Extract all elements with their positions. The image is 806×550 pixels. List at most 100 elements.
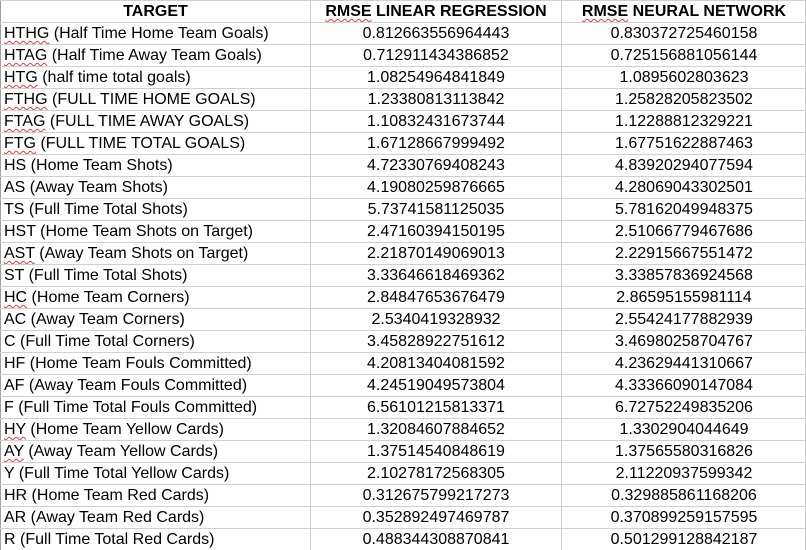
target-abbreviation: AY: [4, 443, 24, 460]
rmse-linear-regression-cell[interactable]: 3.33646618469362: [310, 264, 562, 287]
header-target[interactable]: TARGET: [0, 0, 311, 23]
target-cell[interactable]: HF (Home Team Fouls Committed): [0, 352, 311, 375]
target-abbreviation: AC: [4, 311, 27, 328]
rmse-linear-regression-cell[interactable]: 0.312675799217273: [310, 484, 562, 507]
rmse-linear-regression-cell[interactable]: 1.10832431673744: [310, 110, 562, 133]
target-abbreviation: HC: [4, 289, 28, 306]
rmse-linear-regression-cell[interactable]: 0.712911434386852: [310, 44, 562, 67]
rmse-linear-regression-cell[interactable]: 4.72330769408243: [310, 154, 562, 177]
rmse-linear-regression-cell[interactable]: 2.10278172568305: [310, 462, 562, 485]
target-cell[interactable]: HC (Home Team Corners): [0, 286, 311, 309]
rmse-neural-network-cell[interactable]: 0.370899259157595: [561, 506, 806, 529]
rmse-neural-network-cell[interactable]: 1.12288812329221: [561, 110, 806, 133]
rmse-neural-network-cell[interactable]: 3.46980258704767: [561, 330, 806, 353]
target-cell[interactable]: AST (Away Team Shots on Target): [0, 242, 311, 265]
target-cell[interactable]: AY (Away Team Yellow Cards): [0, 440, 311, 463]
header-rmse-neural-network[interactable]: RMSE NEURAL NETWORK: [561, 0, 806, 23]
header-rmse-linear-regression[interactable]: RMSE LINEAR REGRESSION: [310, 0, 562, 23]
rmse-linear-regression-cell[interactable]: 0.352892497469787: [310, 506, 562, 529]
target-description: (Full Time Total Shots): [24, 201, 188, 218]
rmse-linear-regression-cell[interactable]: 1.32084607884652: [310, 418, 562, 441]
rmse-linear-regression-cell[interactable]: 2.21870149069013: [310, 242, 562, 265]
rmse-neural-network-cell[interactable]: 2.86595155981114: [561, 286, 806, 309]
rmse-linear-regression-cell[interactable]: 1.67128667999492: [310, 132, 562, 155]
target-description: (Full Time Total Fouls Committed): [13, 399, 258, 416]
target-cell[interactable]: FTAG (FULL TIME AWAY GOALS): [0, 110, 311, 133]
target-abbreviation: AS: [4, 179, 26, 196]
rmse-neural-network-cell[interactable]: 4.83920294077594: [561, 154, 806, 177]
rmse-linear-regression-cell[interactable]: 2.5340419328932: [310, 308, 562, 331]
target-description: (half time total goals): [37, 69, 191, 86]
target-cell[interactable]: HTG (half time total goals): [0, 66, 311, 89]
target-cell[interactable]: FTG (FULL TIME TOTAL GOALS): [0, 132, 311, 155]
rmse-linear-regression-cell[interactable]: 3.45828922751612: [310, 330, 562, 353]
target-cell[interactable]: R (Full Time Total Red Cards): [0, 528, 311, 550]
table-row: R (Full Time Total Red Cards) 0.48834430…: [0, 528, 806, 550]
table-row: HC (Home Team Corners) 2.84847653676479 …: [0, 286, 806, 309]
rmse-linear-regression-cell[interactable]: 1.23380813113842: [310, 88, 562, 111]
rmse-neural-network-cell[interactable]: 4.33366090147084: [561, 374, 806, 397]
rmse-linear-regression-cell[interactable]: 0.488344308870841: [310, 528, 562, 550]
rmse-linear-regression-cell[interactable]: 2.47160394150195: [310, 220, 562, 243]
table-row: TS (Full Time Total Shots) 5.73741581125…: [0, 198, 806, 221]
rmse-neural-network-cell[interactable]: 1.0895602803623: [561, 66, 806, 89]
target-abbreviation: FTG: [4, 135, 36, 152]
rmse-neural-network-cell[interactable]: 0.501299128842187: [561, 528, 806, 550]
rmse-neural-network-cell[interactable]: 1.37565580316826: [561, 440, 806, 463]
rmse-neural-network-cell[interactable]: 2.55424177882939: [561, 308, 806, 331]
rmse-linear-regression-cell[interactable]: 1.37514540848619: [310, 440, 562, 463]
target-cell[interactable]: HS (Home Team Shots): [0, 154, 311, 177]
rmse-neural-network-cell[interactable]: 1.25828205823502: [561, 88, 806, 111]
rmse-linear-regression-cell[interactable]: 2.84847653676479: [310, 286, 562, 309]
rmse-neural-network-cell[interactable]: 4.28069043302501: [561, 176, 806, 199]
rmse-linear-regression-cell[interactable]: 1.08254964841849: [310, 66, 562, 89]
target-cell[interactable]: F (Full Time Total Fouls Committed): [0, 396, 311, 419]
rmse-linear-regression-cell[interactable]: 4.20813404081592: [310, 352, 562, 375]
table-row: Y (Full Time Total Yellow Cards) 2.10278…: [0, 462, 806, 485]
target-cell[interactable]: AR (Away Team Red Cards): [0, 506, 311, 529]
target-cell[interactable]: AS (Away Team Shots): [0, 176, 311, 199]
target-description: (Away Team Fouls Committed): [24, 377, 248, 394]
target-cell[interactable]: C (Full Time Total Corners): [0, 330, 311, 353]
target-cell[interactable]: AF (Away Team Fouls Committed): [0, 374, 311, 397]
table-row: AC (Away Team Corners) 2.5340419328932 2…: [0, 308, 806, 331]
table-row: HF (Home Team Fouls Committed) 4.2081340…: [0, 352, 806, 375]
target-cell[interactable]: ST (Full Time Total Shots): [0, 264, 311, 287]
rmse-neural-network-cell[interactable]: 2.22915667551472: [561, 242, 806, 265]
rmse-linear-regression-cell[interactable]: 5.73741581125035: [310, 198, 562, 221]
target-description: (Home Team Yellow Cards): [25, 421, 224, 438]
target-abbreviation: FTHG: [4, 91, 48, 108]
target-cell[interactable]: Y (Full Time Total Yellow Cards): [0, 462, 311, 485]
rmse-linear-regression-cell[interactable]: 4.19080259876665: [310, 176, 562, 199]
rmse-neural-network-cell[interactable]: 3.33857836924568: [561, 264, 806, 287]
target-description: (Away Team Shots on Target): [34, 245, 249, 262]
rmse-neural-network-cell[interactable]: 5.78162049948375: [561, 198, 806, 221]
target-abbreviation: AR: [4, 509, 27, 526]
target-cell[interactable]: TS (Full Time Total Shots): [0, 198, 311, 221]
target-cell[interactable]: HST (Home Team Shots on Target): [0, 220, 311, 243]
target-description: (Home Team Fouls Committed): [25, 355, 252, 372]
target-cell[interactable]: HR (Home Team Red Cards): [0, 484, 311, 507]
target-cell[interactable]: HTHG (Half Time Home Team Goals): [0, 22, 311, 45]
rmse-neural-network-cell[interactable]: 0.329885861168206: [561, 484, 806, 507]
target-cell[interactable]: FTHG (FULL TIME HOME GOALS): [0, 88, 311, 111]
rmse-neural-network-cell[interactable]: 6.72752249835206: [561, 396, 806, 419]
rmse-neural-network-cell[interactable]: 0.830372725460158: [561, 22, 806, 45]
table-row: FTG (FULL TIME TOTAL GOALS) 1.6712866799…: [0, 132, 806, 155]
rmse-neural-network-cell[interactable]: 1.3302904044649: [561, 418, 806, 441]
rmse-linear-regression-cell[interactable]: 0.812663556964443: [310, 22, 562, 45]
rmse-neural-network-cell[interactable]: 0.725156881056144: [561, 44, 806, 67]
header-row: TARGET RMSE LINEAR REGRESSION RMSE NEURA…: [0, 0, 806, 23]
rmse-neural-network-cell[interactable]: 4.23629441310667: [561, 352, 806, 375]
rmse-linear-regression-cell[interactable]: 6.56101215813371: [310, 396, 562, 419]
target-abbreviation: TS: [4, 201, 25, 218]
target-cell[interactable]: HTAG (Half Time Away Team Goals): [0, 44, 311, 67]
target-cell[interactable]: HY (Home Team Yellow Cards): [0, 418, 311, 441]
rmse-neural-network-cell[interactable]: 2.11220937599342: [561, 462, 806, 485]
rmse-neural-network-cell[interactable]: 2.51066779467686: [561, 220, 806, 243]
target-cell[interactable]: AC (Away Team Corners): [0, 308, 311, 331]
rmse-neural-network-cell[interactable]: 1.67751622887463: [561, 132, 806, 155]
rmse-linear-regression-cell[interactable]: 4.24519049573804: [310, 374, 562, 397]
